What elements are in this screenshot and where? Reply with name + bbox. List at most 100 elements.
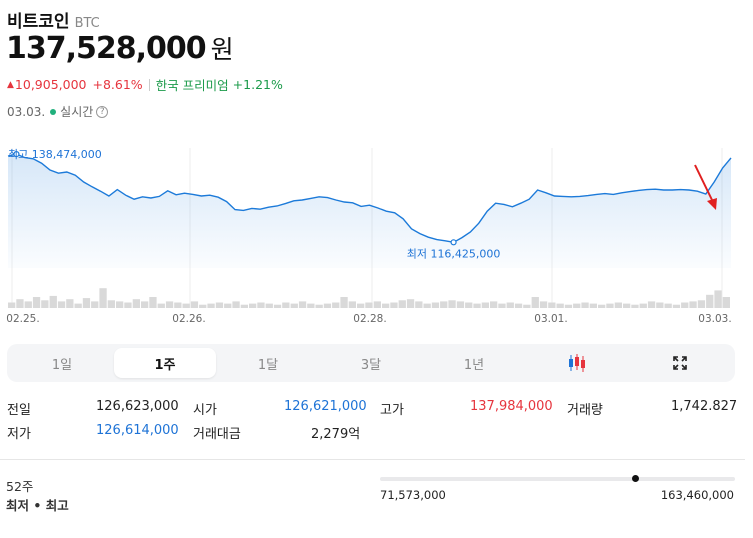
tab-1day[interactable]: 1일 — [51, 357, 73, 373]
date-label: 03.03. — [7, 104, 46, 119]
coin-title: 비트코인 BTC — [7, 7, 100, 32]
volume-bar — [257, 302, 265, 308]
volume-bar — [531, 297, 539, 308]
volume-bar — [473, 303, 481, 308]
volume-bar — [606, 303, 614, 308]
volume-bar — [224, 303, 232, 308]
volume-bar — [307, 303, 315, 308]
volume-bar — [91, 301, 99, 308]
trade-value: 2,279억 — [311, 427, 361, 442]
prev-close-value: 126,623,000 — [96, 399, 179, 414]
live-dot-icon — [50, 108, 57, 115]
current-price: 137,528,000 — [6, 31, 207, 66]
volume-bar — [390, 302, 398, 308]
x-tick-label: 03.01. — [534, 313, 567, 325]
week52-label: 52주 최저 • 최고 — [6, 477, 69, 515]
volume-bar — [614, 302, 622, 308]
volume-bar — [190, 301, 199, 308]
volume-bar — [506, 302, 514, 308]
low-value: 126,614,000 — [96, 423, 179, 438]
volume-bar — [199, 304, 207, 308]
volume-bar — [141, 301, 149, 308]
price-unit: 원 — [210, 35, 234, 64]
volume-bar — [481, 302, 489, 308]
volume-bar — [32, 297, 41, 308]
x-tick-label: 02.28. — [353, 313, 386, 325]
volume-bar — [456, 301, 465, 308]
volume-bar — [232, 301, 240, 308]
volume-bar — [415, 301, 423, 308]
volume-bar — [74, 303, 82, 308]
volume-bar — [132, 299, 140, 308]
volume-bar — [340, 297, 348, 308]
volume-bar — [24, 301, 32, 308]
volume-bar — [639, 303, 647, 308]
volume-bar — [681, 302, 689, 308]
week52-range-bar — [380, 475, 735, 482]
volume-bar — [431, 302, 440, 308]
volume-bar — [365, 302, 373, 308]
volume-bar — [182, 303, 190, 308]
volume-bar — [332, 302, 340, 308]
live-label: 실시간 — [60, 105, 94, 119]
volume-bar — [697, 300, 706, 308]
price-chart[interactable]: 최고 138,474,000 최저 116,425,000 02.25. 02.26… — [0, 140, 753, 330]
volume-bar — [323, 303, 332, 308]
coin-symbol: BTC — [74, 16, 100, 31]
volume-bar — [82, 298, 91, 308]
help-icon[interactable]: ? — [96, 105, 109, 118]
high-label: 고가 — [380, 403, 404, 418]
volume-bar — [523, 304, 531, 308]
current-position-marker — [632, 475, 640, 482]
volume-bar — [631, 304, 639, 308]
volume-bar — [539, 301, 548, 308]
week52-high: 163,460,000 — [660, 488, 734, 502]
fullscreen-icon[interactable] — [629, 348, 731, 378]
week52-title: 52주 — [6, 479, 34, 494]
volume-bar — [273, 304, 282, 308]
period-tabs: 1일 1주 1달 3달 1년 — [7, 344, 735, 382]
volume-bar — [215, 302, 224, 308]
low-annotation: 최저 116,425,000 — [407, 247, 501, 260]
week52-subtitle: 최저 • 최고 — [6, 498, 69, 513]
volume-bar — [57, 301, 66, 308]
change-percent: +8.61% — [92, 77, 143, 92]
volume-bar — [689, 301, 697, 308]
x-tick-label: 02.25. — [6, 313, 39, 325]
tab-1month[interactable]: 1달 — [257, 357, 279, 373]
low-label: 저가 — [7, 427, 31, 442]
volume-bar — [165, 301, 174, 308]
volume-bar — [714, 290, 722, 308]
volume-bar — [672, 304, 681, 308]
tab-1week[interactable]: 1주 — [114, 348, 216, 378]
volume-bar — [348, 301, 356, 308]
volume-bar — [398, 300, 406, 308]
high-annotation: 최고 138,474,000 — [8, 148, 102, 161]
price-display: 137,528,000 원 — [6, 30, 234, 66]
tab-1year[interactable]: 1년 — [463, 357, 485, 373]
candlestick-chart-icon[interactable] — [526, 348, 628, 378]
volume-bar — [647, 301, 656, 308]
volume-bar — [556, 303, 564, 308]
volume-bar — [722, 297, 730, 308]
volume-bar — [265, 303, 273, 308]
volume-bar — [664, 303, 672, 308]
volume-bar — [498, 303, 506, 308]
volume-bar — [99, 288, 107, 308]
section-divider — [0, 459, 745, 460]
arrow-annotation-icon — [694, 164, 717, 210]
volume-bar — [298, 301, 307, 308]
x-tick-label: 02.26. — [172, 313, 205, 325]
volume-bar — [656, 302, 664, 308]
tab-3month[interactable]: 3달 — [360, 357, 382, 373]
volume-bar — [373, 301, 381, 308]
open-label: 시가 — [193, 403, 217, 418]
volume-bar — [207, 303, 215, 308]
volume-bar — [16, 299, 24, 308]
week52-low: 71,573,000 — [380, 488, 446, 502]
volume-bar — [66, 299, 74, 308]
volume-bar — [124, 302, 132, 308]
volume-bar — [598, 304, 606, 308]
prev-close-label: 전일 — [7, 403, 31, 418]
volume-bar — [149, 297, 157, 308]
